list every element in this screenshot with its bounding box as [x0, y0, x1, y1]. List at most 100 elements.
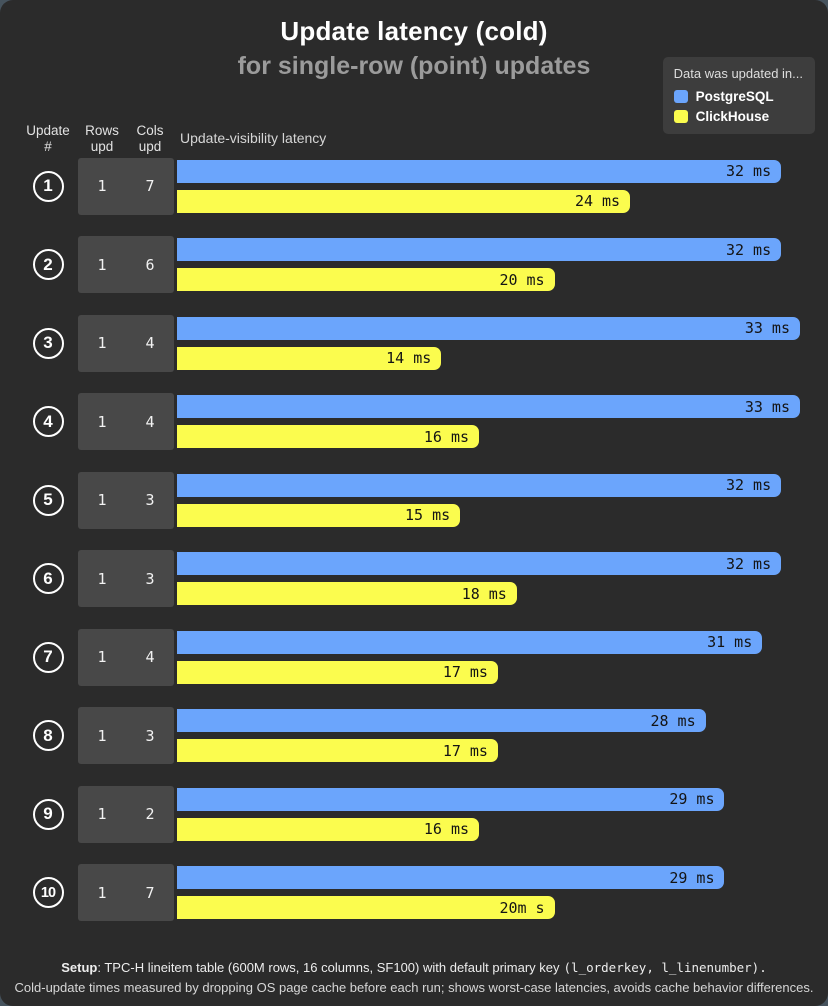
- rows-cols-cell: 1 3: [78, 550, 174, 608]
- rows-cols-cell: 1 3: [78, 471, 174, 529]
- rows-upd-value: 1: [97, 491, 107, 510]
- postgresql-bar-label: 32 ms: [725, 162, 772, 181]
- rows-cols-cell: 1 3: [78, 707, 174, 765]
- postgresql-bar: 31 ms: [177, 630, 763, 654]
- column-headers: Update # Rows upd Cols upd Update-visibi…: [0, 122, 828, 156]
- update-number-value: 9: [43, 804, 53, 824]
- update-number-badge: 5: [32, 484, 64, 516]
- update-number-badge: 4: [32, 406, 64, 438]
- bar-group: 31 ms 17 ms: [177, 630, 800, 684]
- chart-header: Update latency (cold) for single-row (po…: [0, 0, 828, 82]
- rows-upd-value: 1: [97, 177, 107, 196]
- cols-upd-value: 7: [145, 177, 155, 196]
- update-number-badge: 3: [32, 327, 64, 359]
- table-row: 6 1 3 32 ms 18 ms: [22, 550, 800, 608]
- legend-title: Data was updated in...: [673, 66, 803, 81]
- clickhouse-bar: 17 ms: [177, 660, 498, 684]
- clickhouse-bar: 17 ms: [177, 739, 498, 763]
- clickhouse-bar: 24 ms: [177, 189, 631, 213]
- clickhouse-bar: 20 ms: [177, 268, 555, 292]
- update-number-cell: 4: [22, 395, 74, 448]
- footer-setup-label: Setup: [61, 960, 98, 975]
- update-number-value: 8: [43, 725, 53, 745]
- update-number-value: 7: [43, 647, 53, 667]
- column-header-rows-cols: Rows upd Cols upd: [78, 123, 174, 155]
- clickhouse-bar-label: 16 ms: [423, 427, 470, 446]
- cols-upd-value: 3: [145, 726, 155, 745]
- bar-group: 29 ms 16 ms: [177, 787, 800, 841]
- table-row: 7 1 4 31 ms 17 ms: [22, 628, 800, 686]
- column-header-update-number: Update #: [22, 123, 74, 155]
- postgresql-bar: 32 ms: [177, 473, 782, 497]
- clickhouse-bar: 20m s: [177, 896, 555, 920]
- legend-label-clickhouse: ClickHouse: [695, 109, 770, 124]
- clickhouse-swatch-icon: [673, 110, 688, 123]
- postgresql-bar: 28 ms: [177, 709, 706, 733]
- clickhouse-bar-label: 18 ms: [461, 584, 507, 603]
- clickhouse-bar-label: 17 ms: [442, 663, 488, 682]
- update-number-cell: 1: [22, 160, 74, 213]
- bar-group: 32 ms 18 ms: [177, 552, 800, 606]
- update-number-value: 6: [43, 568, 53, 588]
- footer-primary-key-mono: (l_orderkey, l_linenumber).: [563, 960, 767, 975]
- bar-group: 32 ms 24 ms: [177, 159, 800, 213]
- update-number-value: 3: [43, 333, 53, 353]
- clickhouse-bar-label: 17 ms: [442, 741, 488, 760]
- postgresql-bar-label: 29 ms: [669, 790, 715, 809]
- bar-group: 33 ms 16 ms: [177, 395, 800, 449]
- update-number-badge: 6: [32, 563, 64, 595]
- chart-subtitle: for single-row (point) updates: [237, 51, 591, 80]
- update-number-badge: 8: [32, 720, 64, 752]
- clickhouse-bar-label: 20 ms: [499, 270, 545, 289]
- update-number-cell: 2: [22, 238, 74, 291]
- update-number-value: 2: [43, 254, 53, 274]
- table-row: 1 1 7 32 ms 24 ms: [22, 157, 800, 215]
- rows-upd-value: 1: [97, 255, 107, 274]
- postgresql-bar: 32 ms: [177, 552, 782, 576]
- rows-upd-value: 1: [97, 726, 107, 745]
- postgresql-bar-label: 32 ms: [725, 476, 772, 495]
- table-row: 3 1 4 33 ms 14 ms: [22, 314, 800, 372]
- clickhouse-bar: 15 ms: [177, 503, 461, 527]
- postgresql-bar: 33 ms: [177, 395, 800, 419]
- update-number-cell: 6: [22, 552, 74, 605]
- clickhouse-bar-label: 16 ms: [423, 820, 470, 839]
- rows-upd-value: 1: [97, 412, 107, 431]
- postgresql-bar: 32 ms: [177, 238, 782, 262]
- column-header-update-line1: Update: [26, 122, 70, 138]
- rows-cols-cell: 1 4: [78, 628, 174, 686]
- bar-group: 28 ms 17 ms: [177, 709, 800, 763]
- cols-upd-value: 4: [145, 648, 155, 667]
- postgresql-bar-label: 28 ms: [650, 711, 696, 730]
- rows-cols-cell: 1 2: [78, 785, 174, 843]
- table-row: 5 1 3 32 ms 15 ms: [22, 471, 800, 529]
- rows-upd-value: 1: [97, 334, 107, 353]
- update-number-cell: 8: [22, 709, 74, 762]
- clickhouse-bar-label: 14 ms: [386, 349, 432, 368]
- column-header-latency: Update-visibility latency: [180, 130, 327, 147]
- clickhouse-bar: 14 ms: [177, 346, 442, 370]
- clickhouse-bar-label: 20m s: [499, 898, 545, 917]
- clickhouse-bar: 16 ms: [177, 425, 480, 449]
- bar-group: 29 ms 20m s: [177, 866, 800, 920]
- clickhouse-bar: 16 ms: [177, 817, 480, 841]
- rows-cols-cell: 1 7: [78, 864, 174, 922]
- postgresql-bar: 33 ms: [177, 316, 800, 340]
- bar-group: 32 ms 15 ms: [177, 473, 800, 527]
- rows-cols-cell: 1 4: [78, 393, 174, 451]
- cols-upd-value: 6: [145, 255, 155, 274]
- chart-footer: Setup: TPC-H lineitem table (600M rows, …: [0, 960, 828, 995]
- cols-upd-value: 4: [145, 334, 155, 353]
- update-number-value: 4: [43, 411, 53, 431]
- rows-cols-cell: 1 4: [78, 314, 174, 372]
- table-row: 9 1 2 29 ms 16 ms: [22, 785, 800, 843]
- rows-upd-value: 1: [97, 883, 107, 902]
- update-number-value: 10: [40, 884, 56, 901]
- legend: Data was updated in... PostgreSQL ClickH…: [662, 57, 815, 134]
- rows-cols-cell: 1 7: [78, 157, 174, 215]
- postgresql-bar: 29 ms: [177, 787, 725, 811]
- legend-item-postgresql: PostgreSQL: [673, 89, 803, 104]
- cols-upd-value: 7: [145, 883, 155, 902]
- rows-upd-value: 1: [97, 648, 107, 667]
